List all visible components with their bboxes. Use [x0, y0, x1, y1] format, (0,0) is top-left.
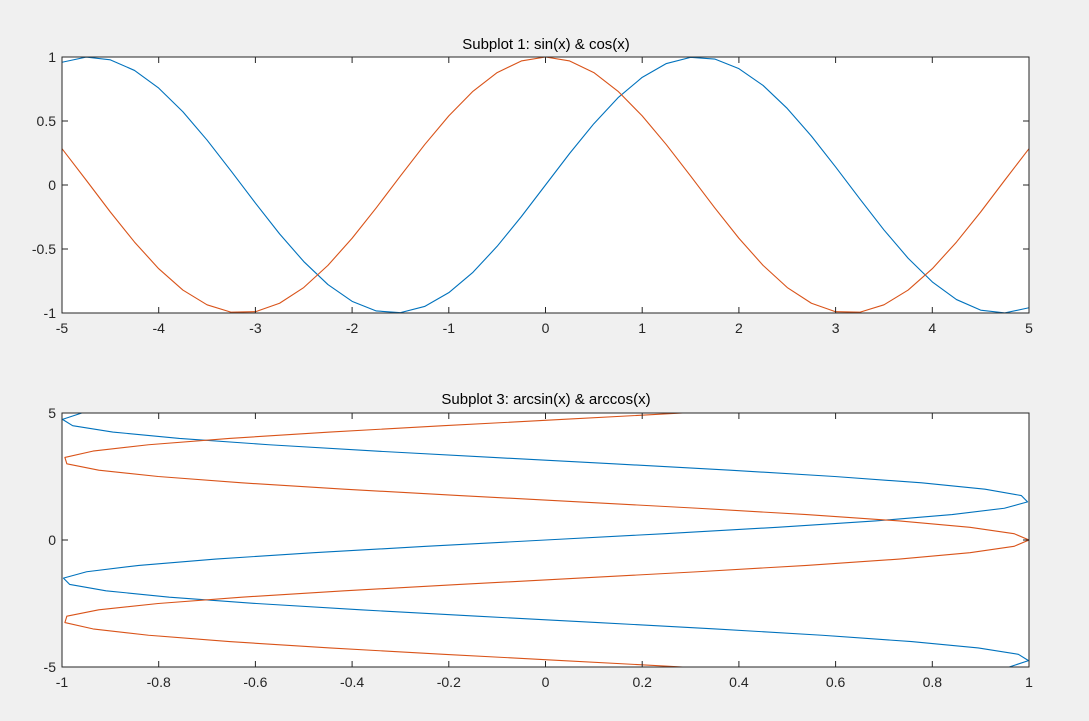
subplot-3-xtick-label: -0.6 — [243, 674, 267, 690]
subplot-3-xtick-label: 0.2 — [632, 674, 652, 690]
subplot-3-xtick-label: -0.2 — [437, 674, 461, 690]
subplot-1-xtick-label: -4 — [152, 320, 165, 336]
subplot-1-series-sinx-line — [62, 57, 1029, 313]
subplot-1-xtick-label: 0 — [542, 320, 550, 336]
subplot-1-series-cosx-line — [62, 57, 1029, 313]
subplot-1-xtick-label: -1 — [443, 320, 456, 336]
subplot-3-series-arccosx-line — [64, 413, 1029, 667]
subplot-3-xtick-label: 0.4 — [729, 674, 749, 690]
subplot-3-xtick-label: 0.6 — [826, 674, 846, 690]
subplot-3-xtick-label: -0.4 — [340, 674, 364, 690]
subplot-3-xtick-label: -0.8 — [147, 674, 171, 690]
subplot-1-ytick-label: -1 — [44, 305, 57, 321]
subplot-3-series-arcsinx-line — [62, 413, 1029, 667]
subplot-3: -1 -0.8 -0.6 -0.4 -0.2 0 0.2 0.4 0.6 0.8 1 -5 0 5 Subp… — [44, 391, 1034, 690]
subplot-1-ytick-label: 0.5 — [37, 113, 57, 129]
subplot-1: -5 -4 -3 -2 -1 0 1 2 3 4 5 -1 -0.5 0 0.5 1 Subplot 1: si… — [32, 36, 1033, 336]
subplot-1-xtick-label: 2 — [735, 320, 743, 336]
subplot-1-xtick-label: 5 — [1025, 320, 1033, 336]
subplot-1-xtick-label: 4 — [928, 320, 936, 336]
subplot-3-xtick-label: 1 — [1025, 674, 1033, 690]
subplot-3-xtick-label: -1 — [56, 674, 69, 690]
subplot-3-xtick-label: 0.8 — [923, 674, 943, 690]
subplot-3-title: Subplot 3: arcsin(x) & arccos(x) — [441, 391, 650, 408]
subplot-1-xtick-label: 3 — [832, 320, 840, 336]
subplot-1-xtick-label: -3 — [249, 320, 262, 336]
subplot-1-ytick-label: 1 — [48, 49, 56, 65]
subplot-1-ytick-label: -0.5 — [32, 241, 56, 257]
subplot-3-ytick-label: 5 — [48, 405, 56, 421]
subplot-3-xtick-label: 0 — [542, 674, 550, 690]
subplot-1-title: Subplot 1: sin(x) & cos(x) — [462, 36, 630, 53]
subplot-1-xtick-label: 1 — [638, 320, 646, 336]
subplot-3-ytick-label: 0 — [48, 532, 56, 548]
subplot-3-ytick-label: -5 — [44, 659, 57, 675]
subplot-1-xtick-label: -2 — [346, 320, 359, 336]
subplot-1-xtick-label: -5 — [56, 320, 69, 336]
subplot-1-ytick-label: 0 — [48, 177, 56, 193]
